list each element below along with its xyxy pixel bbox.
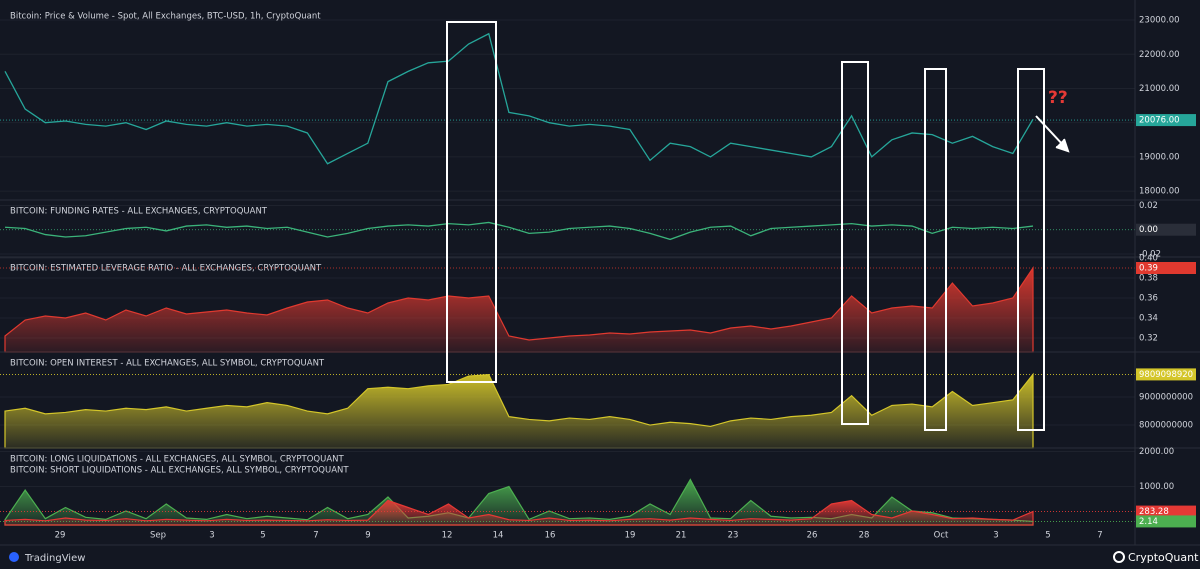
highlight-box (841, 61, 869, 425)
tv-logo (9, 552, 19, 562)
legend-entry: BITCOIN: LONG LIQUIDATIONS - ALL EXCHANG… (10, 455, 345, 465)
x-tick-label: 12 (442, 531, 453, 541)
current-box (1136, 505, 1196, 518)
highlight-box (446, 21, 497, 383)
current-label: 2.14 (1139, 517, 1158, 527)
current-label: 0.00 (1139, 225, 1158, 235)
line (4, 221, 1034, 241)
x-tick-label: 5 (1045, 531, 1050, 541)
x-tick-label: Sep (150, 531, 166, 541)
legend-entry: BITCOIN: SHORT LIQUIDATIONS - ALL EXCHAN… (10, 466, 349, 476)
x-tick-label: 7 (313, 531, 318, 541)
y-tick-label: 21000.00 (1139, 84, 1180, 94)
x-tick-label: 23 (728, 531, 739, 541)
x-tick-label: 3 (993, 531, 998, 541)
line (4, 32, 1034, 165)
y-tick-label: -0.02 (1139, 249, 1161, 259)
current-label: 20076.00 (1139, 116, 1180, 126)
highlight-box (1017, 68, 1045, 431)
current-label: 283.28 (1139, 507, 1169, 517)
arrow (1035, 115, 1065, 147)
x-tick-label: 19 (625, 531, 636, 541)
y-tick-label: 0.40 (1139, 254, 1158, 264)
x-tick-label: 14 (493, 531, 504, 541)
y-tick-label: 19000.00 (1139, 152, 1180, 162)
x-tick-label: 16 (545, 531, 556, 541)
panel-title: BITCOIN: FUNDING RATES - ALL EXCHANGES, … (10, 207, 268, 217)
current-box (1136, 223, 1196, 236)
current-box (1136, 368, 1196, 381)
y-tick-label: 22000.00 (1139, 50, 1180, 60)
y-tick-label: 0.32 (1139, 334, 1158, 344)
area (4, 499, 1034, 526)
footer-left: TradingView (24, 553, 85, 564)
y-tick-label: 23000.00 (1139, 16, 1180, 26)
x-tick-label: 29 (55, 531, 66, 541)
y-tick-label: 9000000000 (1139, 393, 1193, 403)
y-tick-label: 0.36 (1139, 294, 1158, 304)
current-box (1136, 114, 1196, 127)
y-tick-label: 0.02 (1139, 201, 1158, 211)
x-tick-label: 5 (260, 531, 265, 541)
current-label: 0.39 (1139, 264, 1158, 274)
x-tick-label: 3 (209, 531, 214, 541)
highlight-box (924, 68, 947, 431)
cq-logo (1113, 551, 1125, 563)
footer-right: CryptoQuant (1128, 551, 1199, 564)
area (4, 266, 1034, 353)
arrow-head (1055, 138, 1070, 153)
highlight-boxes (446, 21, 1070, 431)
area (4, 372, 1034, 449)
current-box (1136, 515, 1196, 528)
x-tick-label: Oct (934, 531, 949, 541)
panel-title: BITCOIN: OPEN INTEREST - ALL EXCHANGES, … (10, 359, 325, 369)
y-tick-label: 1000.00 (1139, 482, 1174, 492)
current-label: 9809098920 (1139, 370, 1193, 380)
y-tick-label: 8000000000 (1139, 421, 1193, 431)
x-tick-label: 9 (365, 531, 370, 541)
panel-title: BITCOIN: ESTIMATED LEVERAGE RATIO - ALL … (10, 264, 322, 274)
x-tick-label: 21 (676, 531, 687, 541)
annotation: ?? (1048, 88, 1068, 108)
y-tick-label: 0.38 (1139, 274, 1158, 284)
current-box (1136, 262, 1196, 274)
panels: 18000.0019000.0020000.0021000.0022000.00… (0, 0, 1200, 545)
panel-title: Bitcoin: Price & Volume - Spot, All Exch… (10, 12, 321, 22)
y-tick-label: 18000.00 (1139, 187, 1180, 197)
x-tick-label: 28 (859, 531, 870, 541)
x-tick-label: 26 (807, 531, 818, 541)
y-tick-label: 2000.00 (1139, 447, 1174, 457)
y-tick-label: 0.34 (1139, 314, 1158, 324)
x-tick-label: 7 (1097, 531, 1102, 541)
